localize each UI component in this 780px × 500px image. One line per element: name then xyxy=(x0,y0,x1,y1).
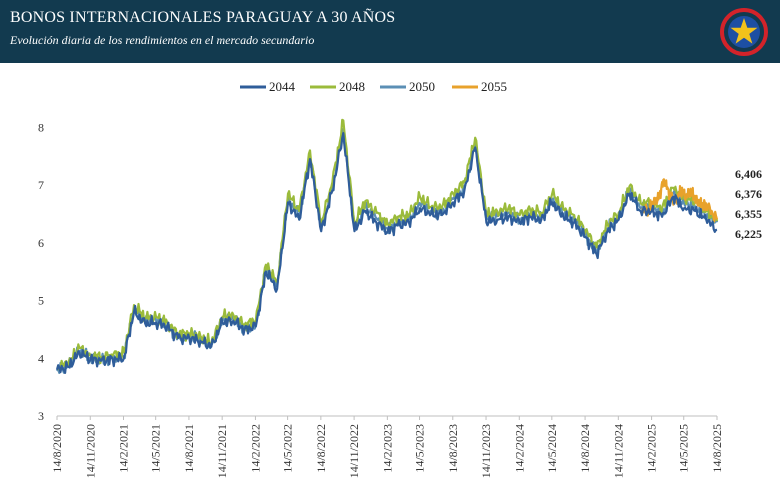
series-line-2050 xyxy=(56,128,719,374)
end-value-label: 6,376 xyxy=(735,187,762,201)
legend-item-2050: 2050 xyxy=(380,79,435,94)
y-axis: 3 4 5 6 7 8 xyxy=(38,120,44,423)
chart-subtitle: Evolución diaria de los rendimientos en … xyxy=(10,33,315,47)
chart-title: BONOS INTERNACIONALES PARAGUAY A 30 AÑOS xyxy=(10,9,396,26)
x-tick-label: 14/11/2022 xyxy=(347,424,361,478)
x-tick-label: 14/11/2023 xyxy=(479,424,493,478)
x-tick-label: 14/5/2021 xyxy=(149,424,163,473)
x-tick-label: 14/2/2022 xyxy=(248,424,262,473)
x-tick-label: 14/2/2025 xyxy=(645,424,659,473)
legend-item-2044: 2044 xyxy=(240,79,296,94)
x-tick-label: 14/8/2024 xyxy=(578,424,592,473)
legend-label: 2050 xyxy=(409,79,435,94)
series-line-2044 xyxy=(55,132,718,374)
x-tick-label: 14/8/2025 xyxy=(710,424,724,473)
y-tick-label: 4 xyxy=(38,351,44,365)
series-line-2048 xyxy=(56,118,719,371)
legend-label: 2048 xyxy=(339,79,365,94)
x-tick-label: 14/11/2020 xyxy=(83,424,97,478)
y-tick-label: 8 xyxy=(38,120,44,134)
end-value-label: 6,406 xyxy=(735,167,762,181)
x-tick-label: 14/2/2023 xyxy=(380,424,394,473)
x-tick-label: 14/5/2024 xyxy=(545,424,559,473)
legend: 2044 2048 2050 2055 xyxy=(240,79,507,94)
legend-label: 2055 xyxy=(481,79,507,94)
x-tick-label: 14/8/2023 xyxy=(446,424,460,473)
x-tick-label: 14/5/2022 xyxy=(281,424,295,473)
legend-item-2048: 2048 xyxy=(310,79,365,94)
x-tick-label: 14/8/2020 xyxy=(50,424,64,473)
x-tick-label: 14/5/2023 xyxy=(413,424,427,473)
x-tick-label: 14/11/2021 xyxy=(215,424,229,478)
y-tick-label: 7 xyxy=(38,178,44,192)
end-labels: 6,406 6,376 6,355 6,225 xyxy=(735,167,762,241)
x-axis: 14/8/2020 14/11/2020 14/2/2021 14/5/2021 14/… xyxy=(50,415,724,478)
series-lines xyxy=(55,118,719,374)
y-tick-label: 6 xyxy=(38,236,44,250)
paraguay-emblem-star-icon xyxy=(720,8,768,56)
x-tick-label: 14/5/2025 xyxy=(677,424,691,473)
x-tick-label: 14/2/2021 xyxy=(117,424,131,473)
x-tick-label: 14/8/2022 xyxy=(314,424,328,473)
end-value-label: 6,355 xyxy=(735,207,762,221)
yield-line-chart: 2044 2048 2050 2055 3 4 5 6 7 8 14/8/2020 14/11/2… xyxy=(38,79,762,478)
x-tick-label: 14/11/2024 xyxy=(611,424,625,478)
chart-header: BONOS INTERNACIONALES PARAGUAY A 30 AÑOS… xyxy=(0,0,780,63)
end-value-label: 6,225 xyxy=(735,227,762,241)
legend-label: 2044 xyxy=(269,79,296,94)
series-line-2055 xyxy=(641,178,719,223)
y-tick-label: 3 xyxy=(38,409,44,423)
x-tick-label: 14/8/2021 xyxy=(182,424,196,473)
legend-item-2055: 2055 xyxy=(452,79,507,94)
x-tick-label: 14/2/2024 xyxy=(512,424,526,473)
y-tick-label: 5 xyxy=(38,294,44,308)
